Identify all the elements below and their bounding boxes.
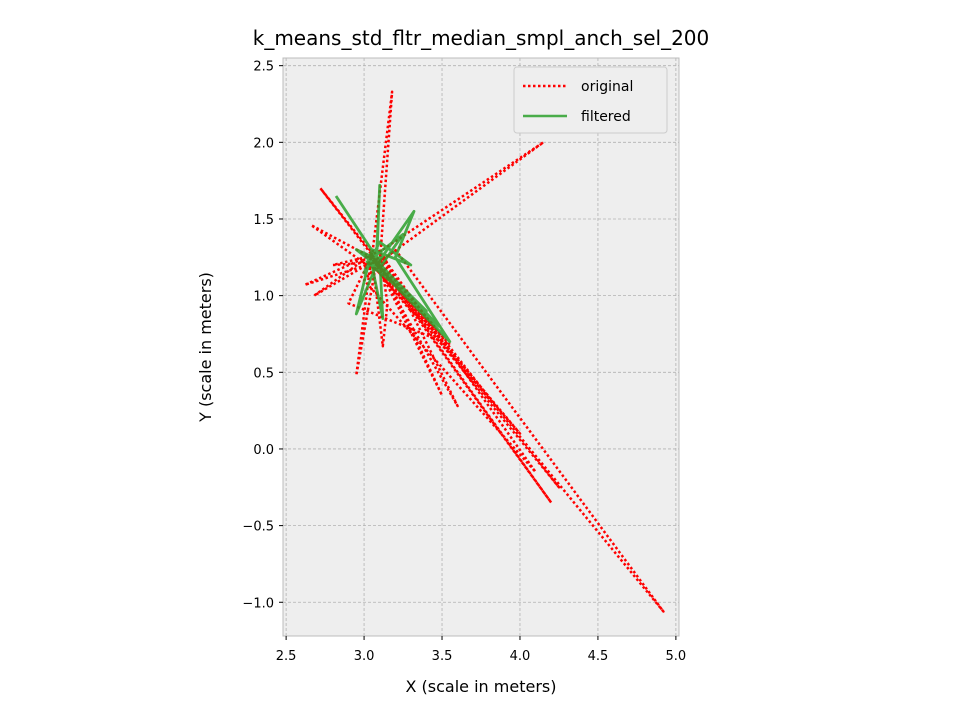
x-tick-label: 3.0 — [354, 649, 375, 664]
y-tick-label: 1.0 — [253, 290, 274, 305]
x-tick-label: 4.5 — [588, 649, 609, 664]
series-layer — [303, 90, 665, 613]
y-tick-label: −0.5 — [242, 520, 274, 535]
x-tick-label: 4.0 — [510, 649, 531, 664]
plot-frame — [282, 57, 680, 637]
series-line-filtered — [334, 183, 452, 344]
y-tick-label: 1.5 — [253, 213, 274, 228]
x-tick-label: 2.5 — [276, 649, 297, 664]
chart-title: k_means_std_fltr_median_smpl_anch_sel_20… — [253, 26, 710, 50]
y-tick-label: 2.0 — [253, 136, 274, 151]
y-tick-label: −1.0 — [242, 596, 274, 611]
legend: original filtered — [513, 66, 668, 134]
series-line-original — [303, 90, 665, 613]
ticks: 2.5 3.0 3.5 4.0 4.5 5.0 −1.0 −0.5 0.0 0.5 1.0 1.5 2.… — [242, 60, 686, 664]
grid-lines — [283, 58, 679, 636]
y-tick-label: 2.5 — [253, 60, 274, 75]
y-axis-label: Y (scale in meters) — [196, 272, 215, 423]
plot-area — [283, 58, 679, 636]
x-tick-label: 3.5 — [432, 649, 453, 664]
x-tick-label: 5.0 — [666, 649, 687, 664]
y-tick-label: 0.0 — [253, 443, 274, 458]
x-axis-label: X (scale in meters) — [406, 677, 557, 696]
legend-label-filtered: filtered — [581, 109, 631, 125]
y-tick-label: 0.5 — [253, 366, 274, 381]
legend-label-original: original — [581, 79, 633, 95]
